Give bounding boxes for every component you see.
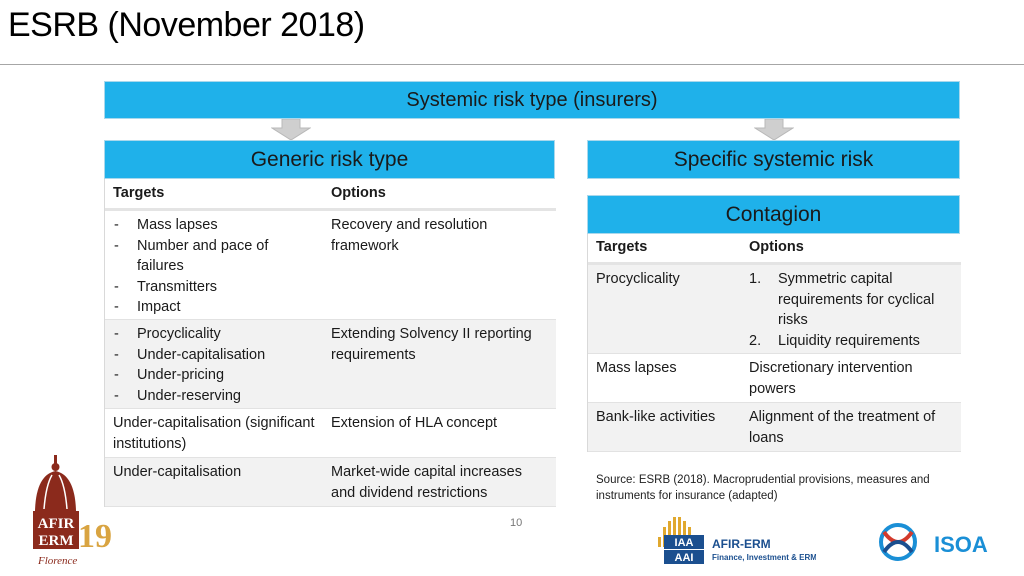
down-arrow-icon: [271, 119, 311, 141]
svg-text:ISOA: ISOA: [934, 532, 988, 557]
page-number: 10: [510, 517, 523, 529]
table-cell-options: Discretionary intervention powers: [741, 354, 961, 403]
contagion-table: Targets Options Procyclicality 1. Symmetr…: [587, 234, 961, 452]
table-cell-targets: Mass lapses: [588, 354, 741, 403]
svg-text:Florence: Florence: [37, 555, 77, 567]
svg-text:AFIR: AFIR: [38, 516, 75, 532]
down-arrow-icon: [754, 119, 794, 141]
contagion-banner: Contagion: [587, 195, 960, 234]
list-item: Procyclicality: [113, 324, 315, 345]
svg-text:19: 19: [78, 518, 112, 555]
svg-text:Finance, Investment & ERM: Finance, Investment & ERM: [712, 553, 816, 562]
iaa-afir-erm-logo: IAA AAI AFIR-ERM Finance, Investment & E…: [658, 517, 816, 564]
afir-erm-florence-logo: AFIR ERM 19 Florence: [33, 455, 112, 567]
svg-text:ERM: ERM: [39, 533, 74, 549]
table-cell-targets: Procyclicality: [588, 265, 741, 354]
table-cell-options: Extending Solvency II reporting requirem…: [323, 320, 556, 409]
generic-risk-banner: Generic risk type: [104, 140, 555, 179]
targets-header: Targets: [105, 179, 323, 211]
source-note: Source: ESRB (2018). Macroprudential pro…: [596, 474, 930, 502]
table-cell-targets: Mass lapses Number and pace of failures …: [105, 211, 323, 320]
list-item: Under-reserving: [113, 386, 315, 407]
generic-risk-table: Targets Options Mass lapses Number and p…: [104, 179, 556, 507]
table-cell-targets: Under-capitalisation: [105, 458, 323, 507]
table-cell-options: 1. Symmetric capital requirements for cyc…: [741, 265, 961, 354]
svg-text:AAI: AAI: [675, 552, 694, 564]
list-item: Transmitters: [113, 277, 315, 298]
title-divider: [0, 64, 1024, 65]
table-cell-options: Recovery and resolution framework: [323, 211, 556, 320]
specific-risk-banner: Specific systemic risk: [587, 140, 960, 179]
table-cell-options: Extension of HLA concept: [323, 409, 556, 458]
list-item: Under-pricing: [113, 365, 315, 386]
list-item: 2. Liquidity requirements: [749, 332, 920, 349]
options-header: Options: [741, 234, 961, 265]
isoa-logo: ISOA: [879, 523, 988, 561]
table-cell-targets: Under-capitalisation (significant instit…: [105, 409, 323, 458]
svg-text:IAA: IAA: [675, 537, 694, 549]
targets-header: Targets: [588, 234, 741, 265]
table-cell-options: Market-wide capital increases and divide…: [323, 458, 556, 507]
list-item: Mass lapses: [113, 215, 315, 236]
list-item: Number and pace of failures: [113, 236, 315, 277]
list-item: 1. Symmetric capital requirements for cyc…: [749, 271, 935, 328]
table-cell-options: Alignment of the treatment of loans: [741, 403, 961, 452]
table-cell-targets: Bank-like activities: [588, 403, 741, 452]
list-item: Impact: [113, 297, 315, 318]
list-item: Under-capitalisation: [113, 345, 315, 366]
table-cell-targets: Procyclicality Under-capitalisation Unde…: [105, 320, 323, 409]
options-header: Options: [323, 179, 556, 211]
slide-title: ESRB (November 2018): [8, 6, 365, 44]
systemic-risk-banner: Systemic risk type (insurers): [104, 81, 960, 119]
svg-text:AFIR-ERM: AFIR-ERM: [712, 537, 771, 551]
